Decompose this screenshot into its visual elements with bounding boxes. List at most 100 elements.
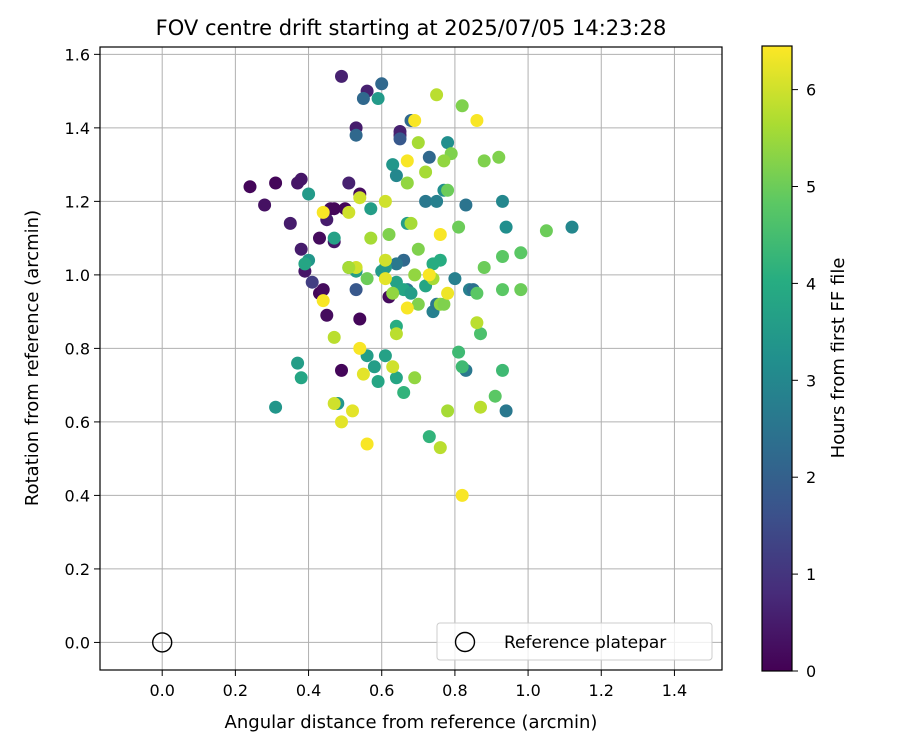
data-point — [378, 349, 392, 363]
data-point — [459, 198, 473, 212]
data-point — [327, 330, 341, 344]
data-point — [400, 301, 414, 315]
data-point — [411, 297, 425, 311]
data-point — [455, 99, 469, 113]
data-point — [342, 261, 356, 274]
data-point — [397, 386, 411, 399]
legend-label: Reference platepar — [504, 633, 666, 653]
data-point — [474, 400, 487, 414]
data-point — [378, 194, 392, 208]
data-point — [514, 283, 528, 297]
data-point — [346, 404, 359, 418]
scatter-points — [243, 69, 579, 502]
data-point — [356, 367, 370, 381]
colorbar-tick-label: 5 — [806, 178, 816, 197]
data-point — [408, 268, 422, 282]
data-point — [335, 415, 348, 429]
colorbar: 0 1 2 3 4 5 6 Hours from first FF file — [761, 45, 849, 681]
data-point — [408, 371, 422, 385]
colorbar-tick-label: 1 — [806, 565, 816, 584]
data-point — [367, 360, 381, 374]
data-point — [353, 312, 367, 326]
data-point — [243, 180, 257, 194]
data-point — [327, 397, 341, 410]
data-point — [389, 257, 403, 271]
data-point — [470, 114, 484, 127]
x-tick-label: 0.0 — [149, 681, 174, 700]
x-tick-label: 0.6 — [369, 681, 394, 700]
data-point — [386, 158, 400, 172]
y-axis: 0.0 0.2 0.4 0.6 0.8 1.0 1.2 1.4 1.6 — [65, 45, 100, 652]
data-point — [419, 194, 433, 208]
data-point — [364, 231, 378, 245]
y-tick-label: 0.0 — [65, 633, 90, 652]
colorbar-tick-label: 6 — [806, 81, 816, 100]
colorbar-tick-label: 4 — [806, 274, 816, 293]
data-point — [294, 172, 308, 186]
data-point — [316, 283, 330, 297]
data-point — [514, 246, 528, 260]
x-tick-label: 0.8 — [442, 681, 467, 700]
data-point — [335, 363, 348, 377]
data-point — [455, 488, 469, 502]
y-tick-label: 0.2 — [65, 560, 90, 579]
data-point — [378, 253, 392, 267]
data-point — [488, 389, 502, 403]
data-point — [470, 286, 484, 300]
x-tick-label: 1.0 — [515, 681, 540, 700]
data-point — [360, 272, 374, 286]
legend: Reference platepar — [436, 622, 713, 661]
data-point — [477, 261, 491, 274]
colorbar-tick-label: 3 — [806, 371, 816, 390]
data-point — [294, 371, 308, 385]
data-point — [327, 202, 341, 216]
data-point — [430, 194, 444, 208]
colorbar-tick-label: 0 — [806, 662, 816, 681]
data-point — [302, 187, 316, 201]
data-point — [342, 205, 356, 219]
data-point — [360, 437, 374, 451]
y-tick-label: 1.6 — [65, 45, 90, 64]
data-point — [269, 176, 283, 190]
data-point — [356, 92, 370, 105]
data-point — [419, 165, 433, 179]
plot-frame — [99, 46, 723, 671]
data-point — [316, 205, 330, 219]
data-point — [294, 242, 308, 256]
data-point — [371, 92, 385, 105]
reference-marker — [151, 632, 173, 653]
data-point — [400, 154, 414, 168]
data-point — [386, 286, 400, 300]
data-point — [448, 272, 462, 286]
data-point — [452, 220, 466, 234]
data-point — [364, 202, 378, 216]
data-point — [342, 176, 356, 190]
data-point — [269, 400, 283, 414]
data-point — [499, 220, 513, 234]
data-point — [496, 194, 509, 208]
data-point — [305, 275, 319, 289]
data-point — [400, 176, 414, 190]
data-point — [316, 294, 330, 308]
y-tick-label: 1.4 — [65, 119, 90, 138]
data-point — [327, 231, 341, 245]
data-point — [474, 327, 487, 341]
data-point — [382, 228, 396, 241]
data-point — [437, 297, 451, 311]
data-point — [452, 345, 466, 359]
data-point — [430, 88, 444, 102]
data-point — [470, 316, 484, 330]
data-point — [335, 69, 348, 83]
y-axis-label: Rotation from reference (arcmin) — [22, 210, 43, 506]
data-point — [426, 257, 440, 271]
data-point — [298, 257, 312, 271]
data-point — [441, 286, 455, 300]
data-point — [433, 441, 447, 455]
y-tick-label: 0.6 — [65, 413, 90, 432]
data-point — [477, 154, 491, 168]
x-tick-label: 0.2 — [223, 681, 248, 700]
data-point — [353, 341, 367, 355]
data-point — [411, 136, 425, 150]
data-point — [539, 224, 553, 238]
y-tick-label: 0.4 — [65, 486, 90, 505]
